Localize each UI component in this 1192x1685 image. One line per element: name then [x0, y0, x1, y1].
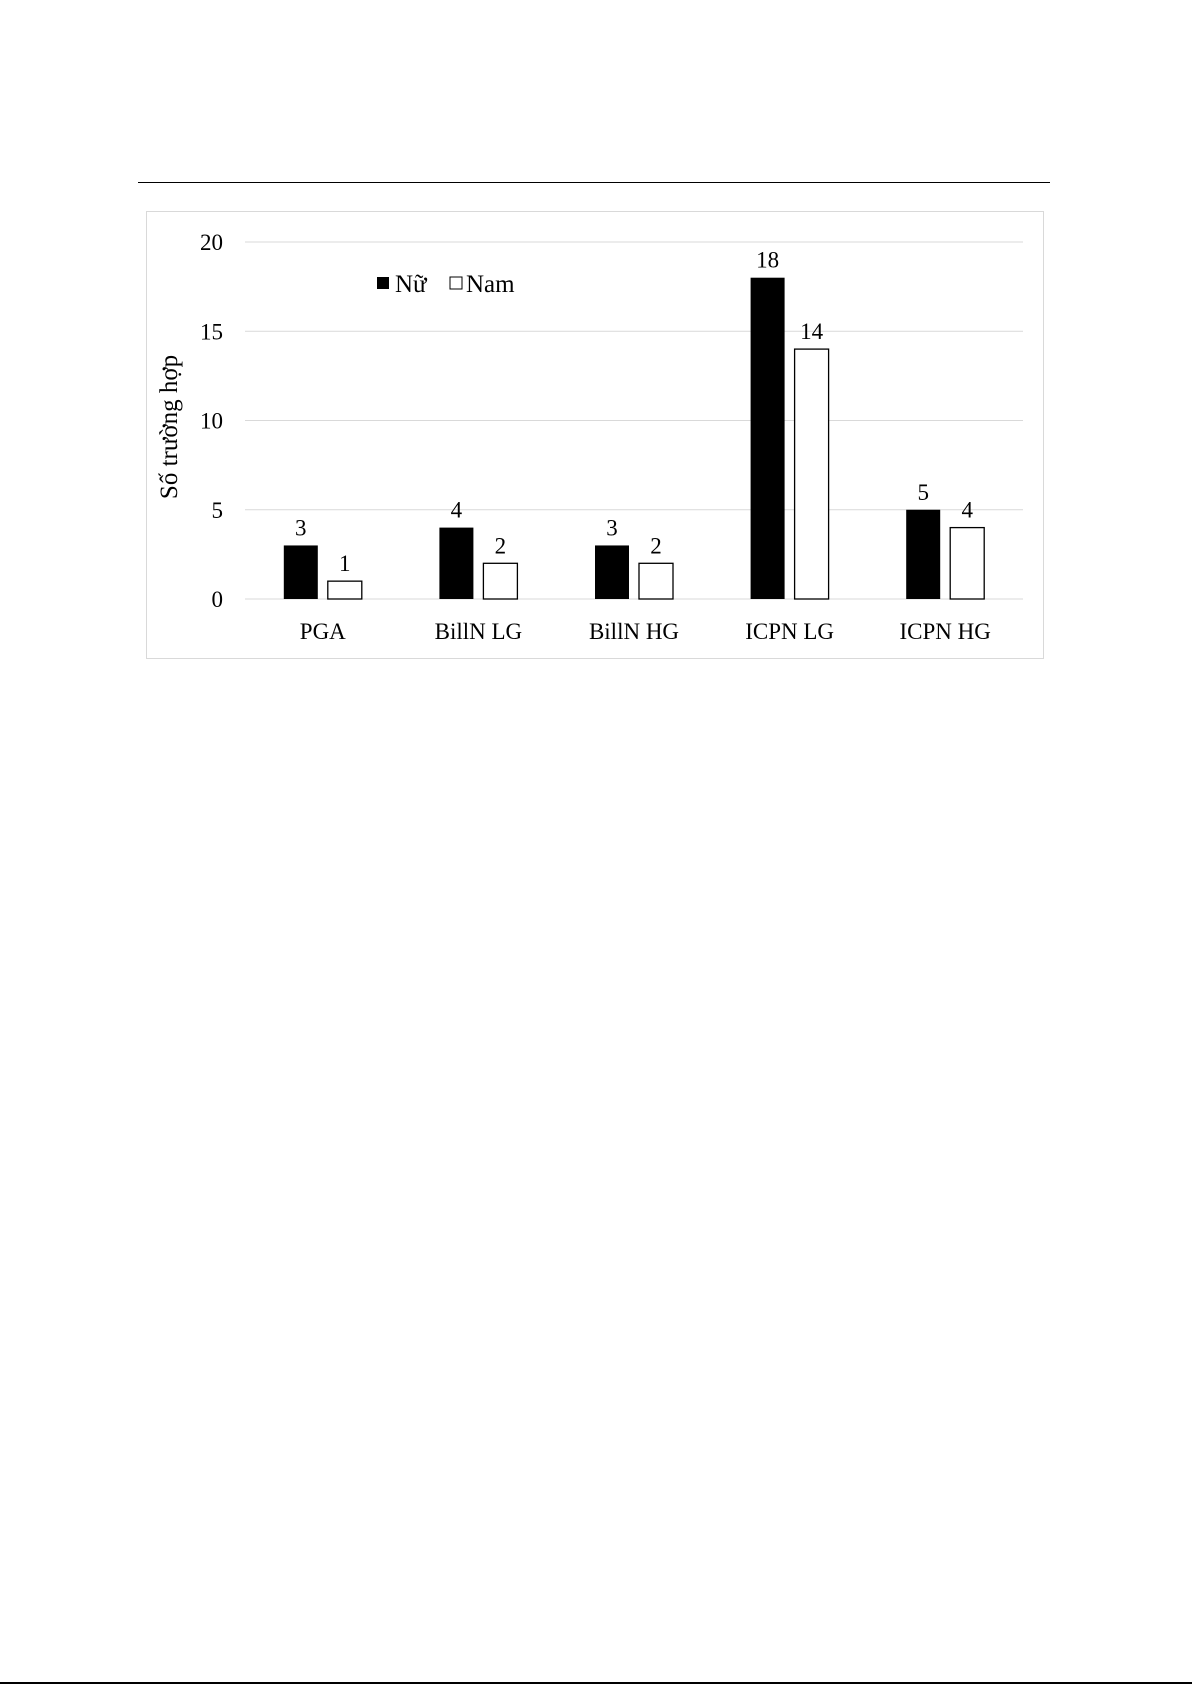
- data-label-nu-1: 4: [451, 498, 463, 523]
- legend-swatch-nam: [449, 276, 463, 290]
- bottom-rule: [0, 1682, 1192, 1684]
- legend-label-nam: Nam: [466, 271, 515, 298]
- data-label-nu-3: 18: [756, 248, 779, 273]
- bar-nam-1: [482, 562, 519, 600]
- data-label-nam-0: 1: [339, 551, 351, 576]
- data-label-nam-2: 2: [650, 533, 662, 558]
- x-tick-label-3: ICPN LG: [745, 619, 834, 644]
- x-tick-label-0: PGA: [300, 619, 346, 644]
- bar-nu-0: [283, 545, 318, 599]
- bar-nu-4: [906, 509, 941, 599]
- data-label-nam-1: 2: [495, 533, 507, 558]
- x-tick-label-1: BillN LG: [435, 619, 523, 644]
- y-axis-ticks: 0 5 10 15 20: [200, 230, 223, 612]
- legend: Nữ Nam: [377, 271, 515, 298]
- x-axis-ticks: PGA BillN LG BillN HG ICPN LG ICPN HG: [300, 619, 991, 644]
- bar-nu-3: [750, 277, 785, 599]
- x-tick-label-2: BillN HG: [589, 619, 679, 644]
- data-label-nam-3: 14: [800, 319, 824, 344]
- bar-nu-1: [439, 527, 474, 599]
- data-label-nam-4: 4: [961, 498, 973, 523]
- y-tick-label-1: 5: [212, 498, 224, 523]
- bar-nam-2: [638, 562, 674, 600]
- data-label-nu-0: 3: [295, 515, 307, 540]
- y-tick-label-3: 15: [200, 319, 223, 344]
- bars: [283, 277, 985, 600]
- y-tick-label-0: 0: [212, 587, 224, 612]
- bar-nam-0: [327, 580, 363, 600]
- chart-frame: 0 5 10 15 20 3 1 4 2 3 2 18 14 5 4 PGA BillN LG BillN H…: [146, 211, 1044, 659]
- x-tick-label-4: ICPN HG: [900, 619, 991, 644]
- legend-label-nu: Nữ: [395, 271, 428, 298]
- bar-nam-4: [949, 526, 985, 600]
- y-tick-label-4: 20: [200, 230, 223, 255]
- top-rule: [138, 182, 1050, 183]
- y-axis-title: Số trường hợp: [156, 355, 183, 499]
- data-label-nu-2: 3: [606, 515, 618, 540]
- bar-nu-2: [595, 545, 629, 599]
- legend-swatch-nu: [377, 277, 389, 289]
- gridlines: [245, 241, 1023, 600]
- y-tick-label-2: 10: [200, 409, 223, 434]
- bar-nam-3: [793, 348, 830, 600]
- data-label-nu-4: 5: [917, 480, 929, 505]
